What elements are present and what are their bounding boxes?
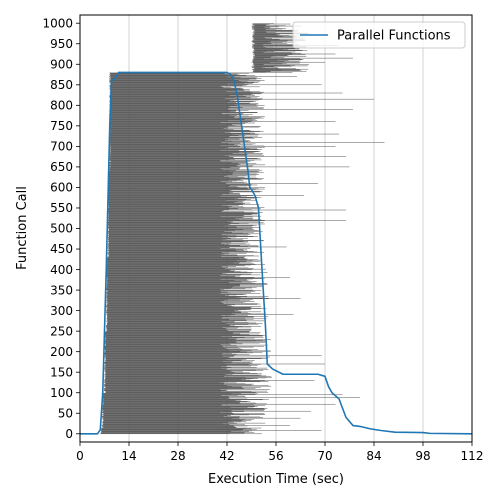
y-tick-label: 150 bbox=[50, 365, 73, 379]
x-tick-label: 98 bbox=[415, 449, 430, 463]
y-tick-label: 450 bbox=[50, 242, 73, 256]
y-tick-label: 600 bbox=[50, 181, 73, 195]
x-tick-label: 28 bbox=[170, 449, 185, 463]
y-tick-label: 650 bbox=[50, 160, 73, 174]
y-tick-label: 50 bbox=[58, 406, 73, 420]
legend: Parallel Functions bbox=[292, 21, 466, 49]
legend-box bbox=[292, 21, 466, 49]
y-tick-label: 700 bbox=[50, 140, 73, 154]
y-tick-label: 900 bbox=[50, 57, 73, 71]
x-axis-label: Execution Time (sec) bbox=[208, 472, 344, 487]
y-axis-label: Function Call bbox=[15, 186, 30, 270]
y-tick-label: 800 bbox=[50, 99, 73, 113]
x-tick-label: 14 bbox=[121, 449, 136, 463]
legend-label: Parallel Functions bbox=[337, 29, 451, 44]
y-tick-label: 500 bbox=[50, 222, 73, 236]
x-tick-label: 0 bbox=[76, 449, 84, 463]
y-tick-label: 200 bbox=[50, 345, 73, 359]
y-tick-label: 1000 bbox=[42, 16, 73, 30]
x-tick-label: 70 bbox=[317, 449, 332, 463]
series-line-parallel-functions bbox=[80, 71, 473, 435]
x-tick-label: 84 bbox=[366, 449, 381, 463]
x-tick-label: 56 bbox=[268, 449, 283, 463]
y-tick-label: 100 bbox=[50, 386, 73, 400]
y-tick-label: 300 bbox=[50, 304, 73, 318]
y-tick-label: 400 bbox=[50, 263, 73, 277]
y-tick-label: 250 bbox=[50, 324, 73, 338]
x-tick-label: 112 bbox=[461, 449, 484, 463]
series-lines bbox=[80, 71, 473, 435]
y-tick-label: 950 bbox=[50, 37, 73, 51]
x-tick-label: 42 bbox=[219, 449, 234, 463]
y-tick-label: 350 bbox=[50, 283, 73, 297]
y-tick-label: 550 bbox=[50, 201, 73, 215]
y-tick-label: 0 bbox=[65, 427, 73, 441]
y-axis-ticks: 0 50 100 150 200 250 300 350 400 450 500 550 600 650 7… bbox=[42, 16, 80, 441]
x-axis-ticks: 0 14 28 42 56 70 84 98 112 bbox=[76, 442, 483, 463]
y-tick-label: 750 bbox=[50, 119, 73, 133]
y-tick-label: 850 bbox=[50, 78, 73, 92]
interval-bars bbox=[100, 23, 385, 435]
